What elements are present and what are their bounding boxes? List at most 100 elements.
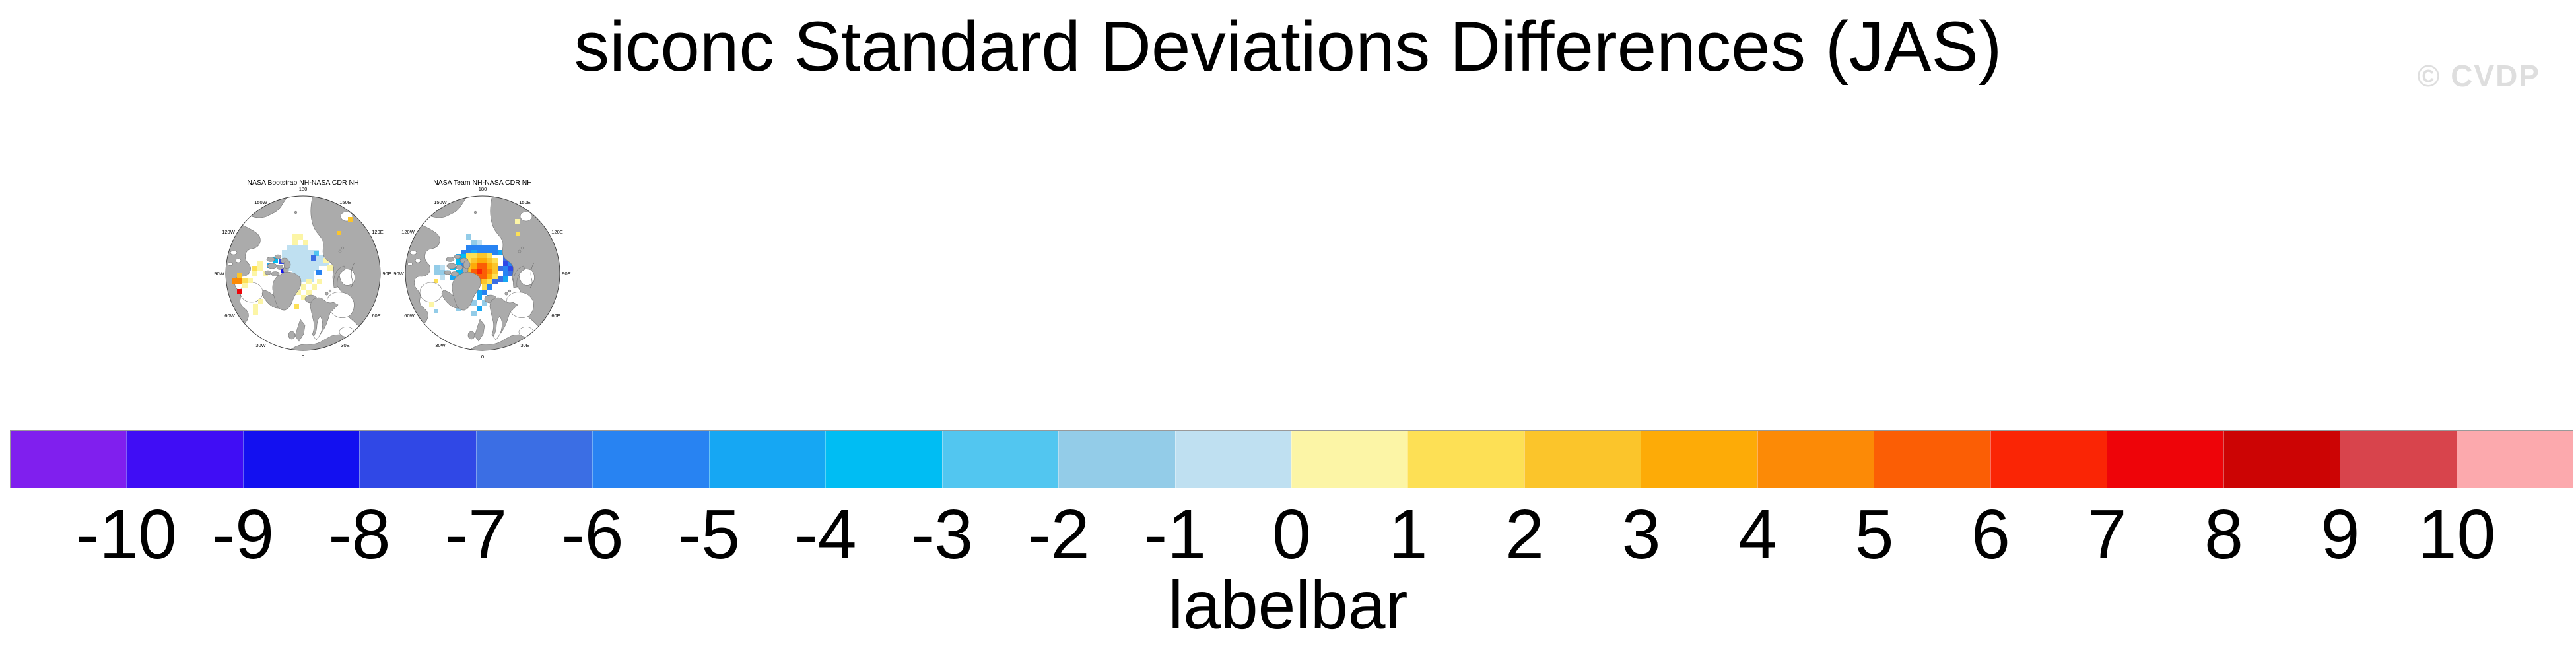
grid-cell <box>503 261 508 266</box>
longitude-label: 30W <box>435 342 446 348</box>
colorbar-box <box>359 431 476 488</box>
grid-cell <box>292 261 298 266</box>
colorbar-box <box>242 431 360 488</box>
grid-cell <box>303 250 308 255</box>
grid-cell <box>348 217 353 222</box>
grid-cell <box>323 258 329 263</box>
colorbar-box <box>475 431 593 488</box>
grid-cell <box>492 250 498 255</box>
grid-cell <box>477 245 482 250</box>
colorbar-tick-label: 8 <box>2204 496 2243 573</box>
colorbar-tick-label: 7 <box>2087 496 2127 573</box>
grid-cell <box>319 255 324 261</box>
longitude-label: 90W <box>214 271 224 276</box>
grid-cell <box>456 259 461 265</box>
grid-cell <box>482 290 487 295</box>
grid-cell <box>287 255 292 261</box>
grid-cell <box>466 234 471 240</box>
grid-cell <box>308 250 314 255</box>
colorbar-tick-label: 2 <box>1505 496 1544 573</box>
grid-cell <box>498 250 503 255</box>
colorbar-tick-label: 1 <box>1388 496 1428 573</box>
map-panel-team: NASA Team NH-NASA CDR NH 180 150W 150E 120W… <box>393 179 570 360</box>
longitude-labels: 180 150W 150E 120W 120E 90W 90E 60W 60E 30W 30E 0 <box>214 186 391 360</box>
grid-cell <box>482 274 487 279</box>
grid-cell <box>482 284 487 290</box>
colorbar-box <box>592 431 709 488</box>
grid-cell <box>515 219 520 224</box>
map-boundary-circle <box>225 195 381 351</box>
longitude-label: 90E <box>382 271 391 276</box>
grid-cell <box>298 271 303 276</box>
grid-cell <box>298 266 303 271</box>
colorbar-tick-label: 10 <box>2418 496 2496 573</box>
grid-cell <box>503 266 508 271</box>
grid-cell <box>434 265 440 270</box>
grid-cell <box>450 275 456 280</box>
colorbar-tick-label: -9 <box>211 496 275 573</box>
longitude-label: 90E <box>562 271 570 276</box>
longitude-label: 150E <box>339 199 351 205</box>
grid-cell <box>306 290 312 295</box>
grid-cell <box>242 278 248 283</box>
grid-cell <box>471 311 477 316</box>
grid-cell <box>434 270 440 275</box>
colorbar-tick-label: 3 <box>1621 496 1661 573</box>
map-panel-bootstrap: NASA Bootstrap NH-NASA CDR NH 180 150W 150… <box>214 179 391 360</box>
page-title: siconc Standard Deviations Differences (… <box>574 7 2002 86</box>
grid-cell <box>312 284 317 290</box>
longitude-label: 60E <box>372 313 380 319</box>
grid-cell <box>298 245 303 250</box>
cvdp-watermark: © CVDP <box>2417 59 2540 93</box>
grid-cell <box>314 261 319 266</box>
grid-cell <box>492 263 498 269</box>
grid-cell <box>487 269 492 274</box>
grid-cell <box>253 309 258 315</box>
grid-cell <box>477 295 482 300</box>
grid-cell <box>482 258 487 263</box>
colorbar-tick-label: -10 <box>75 496 178 573</box>
grid-cell <box>301 295 306 300</box>
grid-cell <box>314 251 319 256</box>
longitude-labels: 180 150W 150E 120W 120E 90W 90E 60W 60E 30W 30E 0 <box>393 186 570 360</box>
longitude-label: 90W <box>393 271 404 276</box>
colorbar-box <box>11 431 127 488</box>
colorbar-box <box>941 431 1059 488</box>
colorbar-box <box>1874 431 1990 488</box>
colorbar-tick-label: -3 <box>910 496 974 573</box>
colorbar-tick-label: -2 <box>1027 496 1090 573</box>
grid-cell <box>471 240 477 245</box>
colorbar-box <box>1990 431 2107 488</box>
grid-cell <box>303 276 308 282</box>
grid-cell <box>492 279 498 284</box>
colorbar-tick-label: 0 <box>1272 496 1311 573</box>
longitude-label: 120E <box>372 229 384 235</box>
colorbar-box <box>2223 431 2340 488</box>
grid-cell <box>317 279 322 284</box>
longitude-label: 30E <box>341 342 349 348</box>
grid-cell <box>314 266 319 271</box>
colorbar-box <box>2107 431 2223 488</box>
longitude-label: 60W <box>224 313 235 319</box>
grid-cell <box>232 278 242 284</box>
grid-cell <box>482 263 487 269</box>
map-boundary-circle <box>405 195 560 351</box>
colorbar <box>10 430 2573 488</box>
colorbar-box <box>1058 431 1175 488</box>
grid-cell <box>303 271 308 276</box>
longitude-label: 150E <box>519 199 531 205</box>
colorbar-tick-label: -5 <box>677 496 741 573</box>
grid-cell <box>482 300 487 306</box>
grid-cell <box>466 258 471 263</box>
longitude-label: 30E <box>520 342 529 348</box>
longitude-label: 180 <box>299 186 308 192</box>
colorbar-tick-label: 5 <box>1854 496 1894 573</box>
grid-cell <box>440 270 445 275</box>
grid-cell <box>498 276 503 282</box>
colorbar-box <box>1757 431 1874 488</box>
colorbar-tick-label: 9 <box>2321 496 2360 573</box>
grid-cell <box>466 245 471 250</box>
colorbar-title: labelbar <box>1168 567 1408 643</box>
grid-cell <box>292 240 298 245</box>
